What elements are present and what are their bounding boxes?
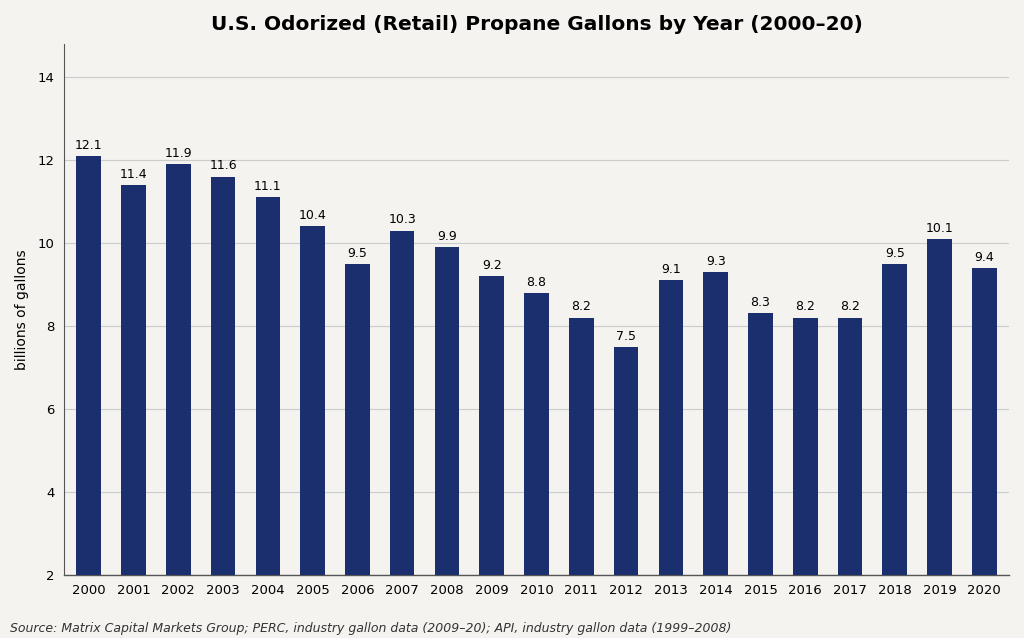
Text: 9.9: 9.9 [437, 230, 457, 243]
Text: 9.1: 9.1 [662, 263, 681, 276]
Text: 11.6: 11.6 [209, 160, 237, 172]
Bar [121, 185, 145, 575]
Bar [256, 197, 281, 575]
Text: 8.2: 8.2 [796, 300, 815, 313]
Text: 10.3: 10.3 [388, 213, 416, 226]
Bar [883, 263, 907, 575]
Text: 9.4: 9.4 [975, 251, 994, 263]
Text: 9.5: 9.5 [885, 246, 905, 260]
Text: 8.8: 8.8 [526, 276, 547, 288]
Bar [524, 293, 549, 575]
Text: 10.4: 10.4 [299, 209, 327, 222]
Bar [793, 318, 817, 575]
Bar [613, 346, 638, 575]
Text: 9.2: 9.2 [482, 259, 502, 272]
Bar [838, 318, 862, 575]
Text: 12.1: 12.1 [75, 138, 102, 152]
Bar [390, 230, 415, 575]
Bar [77, 156, 101, 575]
Text: 11.1: 11.1 [254, 180, 282, 193]
Text: Source: Matrix Capital Markets Group; PERC, industry gallon data (2009–20); API,: Source: Matrix Capital Markets Group; PE… [10, 622, 731, 635]
Text: 8.2: 8.2 [571, 300, 591, 313]
Bar [658, 280, 683, 575]
Text: 9.5: 9.5 [347, 246, 368, 260]
Text: 7.5: 7.5 [616, 329, 636, 343]
Text: 8.2: 8.2 [840, 300, 860, 313]
Bar [345, 263, 370, 575]
Bar [972, 268, 996, 575]
Text: 10.1: 10.1 [926, 221, 953, 235]
Bar [479, 276, 504, 575]
Text: 11.9: 11.9 [165, 147, 193, 160]
Text: 8.3: 8.3 [751, 296, 770, 309]
Bar [928, 239, 952, 575]
Bar [703, 272, 728, 575]
Text: 9.3: 9.3 [706, 255, 726, 268]
Bar [211, 177, 236, 575]
Bar [569, 318, 594, 575]
Bar [434, 247, 460, 575]
Bar [749, 313, 773, 575]
Text: 11.4: 11.4 [120, 168, 147, 181]
Title: U.S. Odorized (Retail) Propane Gallons by Year (2000–20): U.S. Odorized (Retail) Propane Gallons b… [211, 15, 862, 34]
Y-axis label: billions of gallons: billions of gallons [15, 249, 29, 369]
Bar [166, 164, 190, 575]
Bar [300, 226, 325, 575]
